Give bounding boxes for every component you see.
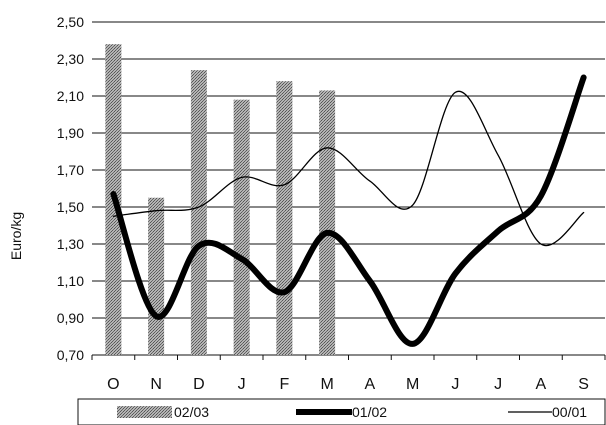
x-tick-label: J — [494, 376, 502, 393]
x-tick-label: N — [150, 376, 162, 393]
y-tick-label: 2,30 — [57, 51, 84, 67]
y-tick-label: 1,50 — [57, 199, 84, 215]
x-tick-label: F — [279, 376, 289, 393]
y-tick-label: 1,10 — [57, 273, 84, 289]
y-tick-label: 0,90 — [57, 310, 84, 326]
bar — [319, 90, 336, 355]
legend-label-00-01: 00/01 — [552, 404, 587, 420]
legend-swatch-02-03 — [117, 406, 172, 418]
gridlines — [91, 21, 606, 360]
line-00-01 — [112, 90, 585, 247]
legend: 02/03 01/02 00/01 — [77, 398, 606, 425]
x-tick-label: J — [238, 376, 246, 393]
legend-label-02-03: 02/03 — [174, 404, 209, 420]
y-tick-label: 0,70 — [57, 347, 84, 363]
x-tick-label: O — [107, 376, 119, 393]
y-tick-labels: 2,50 2,30 2,10 1,90 1,70 1,50 1,30 1,10 0,90 0,70 — [57, 14, 84, 363]
bars-02-03 — [105, 44, 336, 355]
y-tick-label: 1,30 — [57, 236, 84, 252]
legend-frame — [77, 398, 606, 425]
x-tick-label: J — [451, 376, 459, 393]
y-axis-title: Euro/kg — [8, 212, 24, 260]
y-tick-label: 2,50 — [57, 14, 84, 30]
bar — [276, 81, 293, 355]
x-tick-label: D — [193, 376, 205, 393]
y-tick-label: 1,70 — [57, 162, 84, 178]
x-tick-label: A — [365, 376, 376, 393]
lines — [110, 74, 587, 347]
x-tick-label: S — [578, 376, 589, 393]
legend-label-01-02: 01/02 — [352, 404, 387, 420]
bar — [190, 70, 207, 355]
bar — [148, 197, 165, 355]
y-tick-label: 2,10 — [57, 88, 84, 104]
x-tick-label: M — [406, 376, 419, 393]
y-tick-label: 1,90 — [57, 125, 84, 141]
x-tick-label: M — [320, 376, 333, 393]
line-01-02 — [110, 74, 587, 347]
bar — [233, 99, 250, 355]
x-tick-label: A — [536, 376, 547, 393]
